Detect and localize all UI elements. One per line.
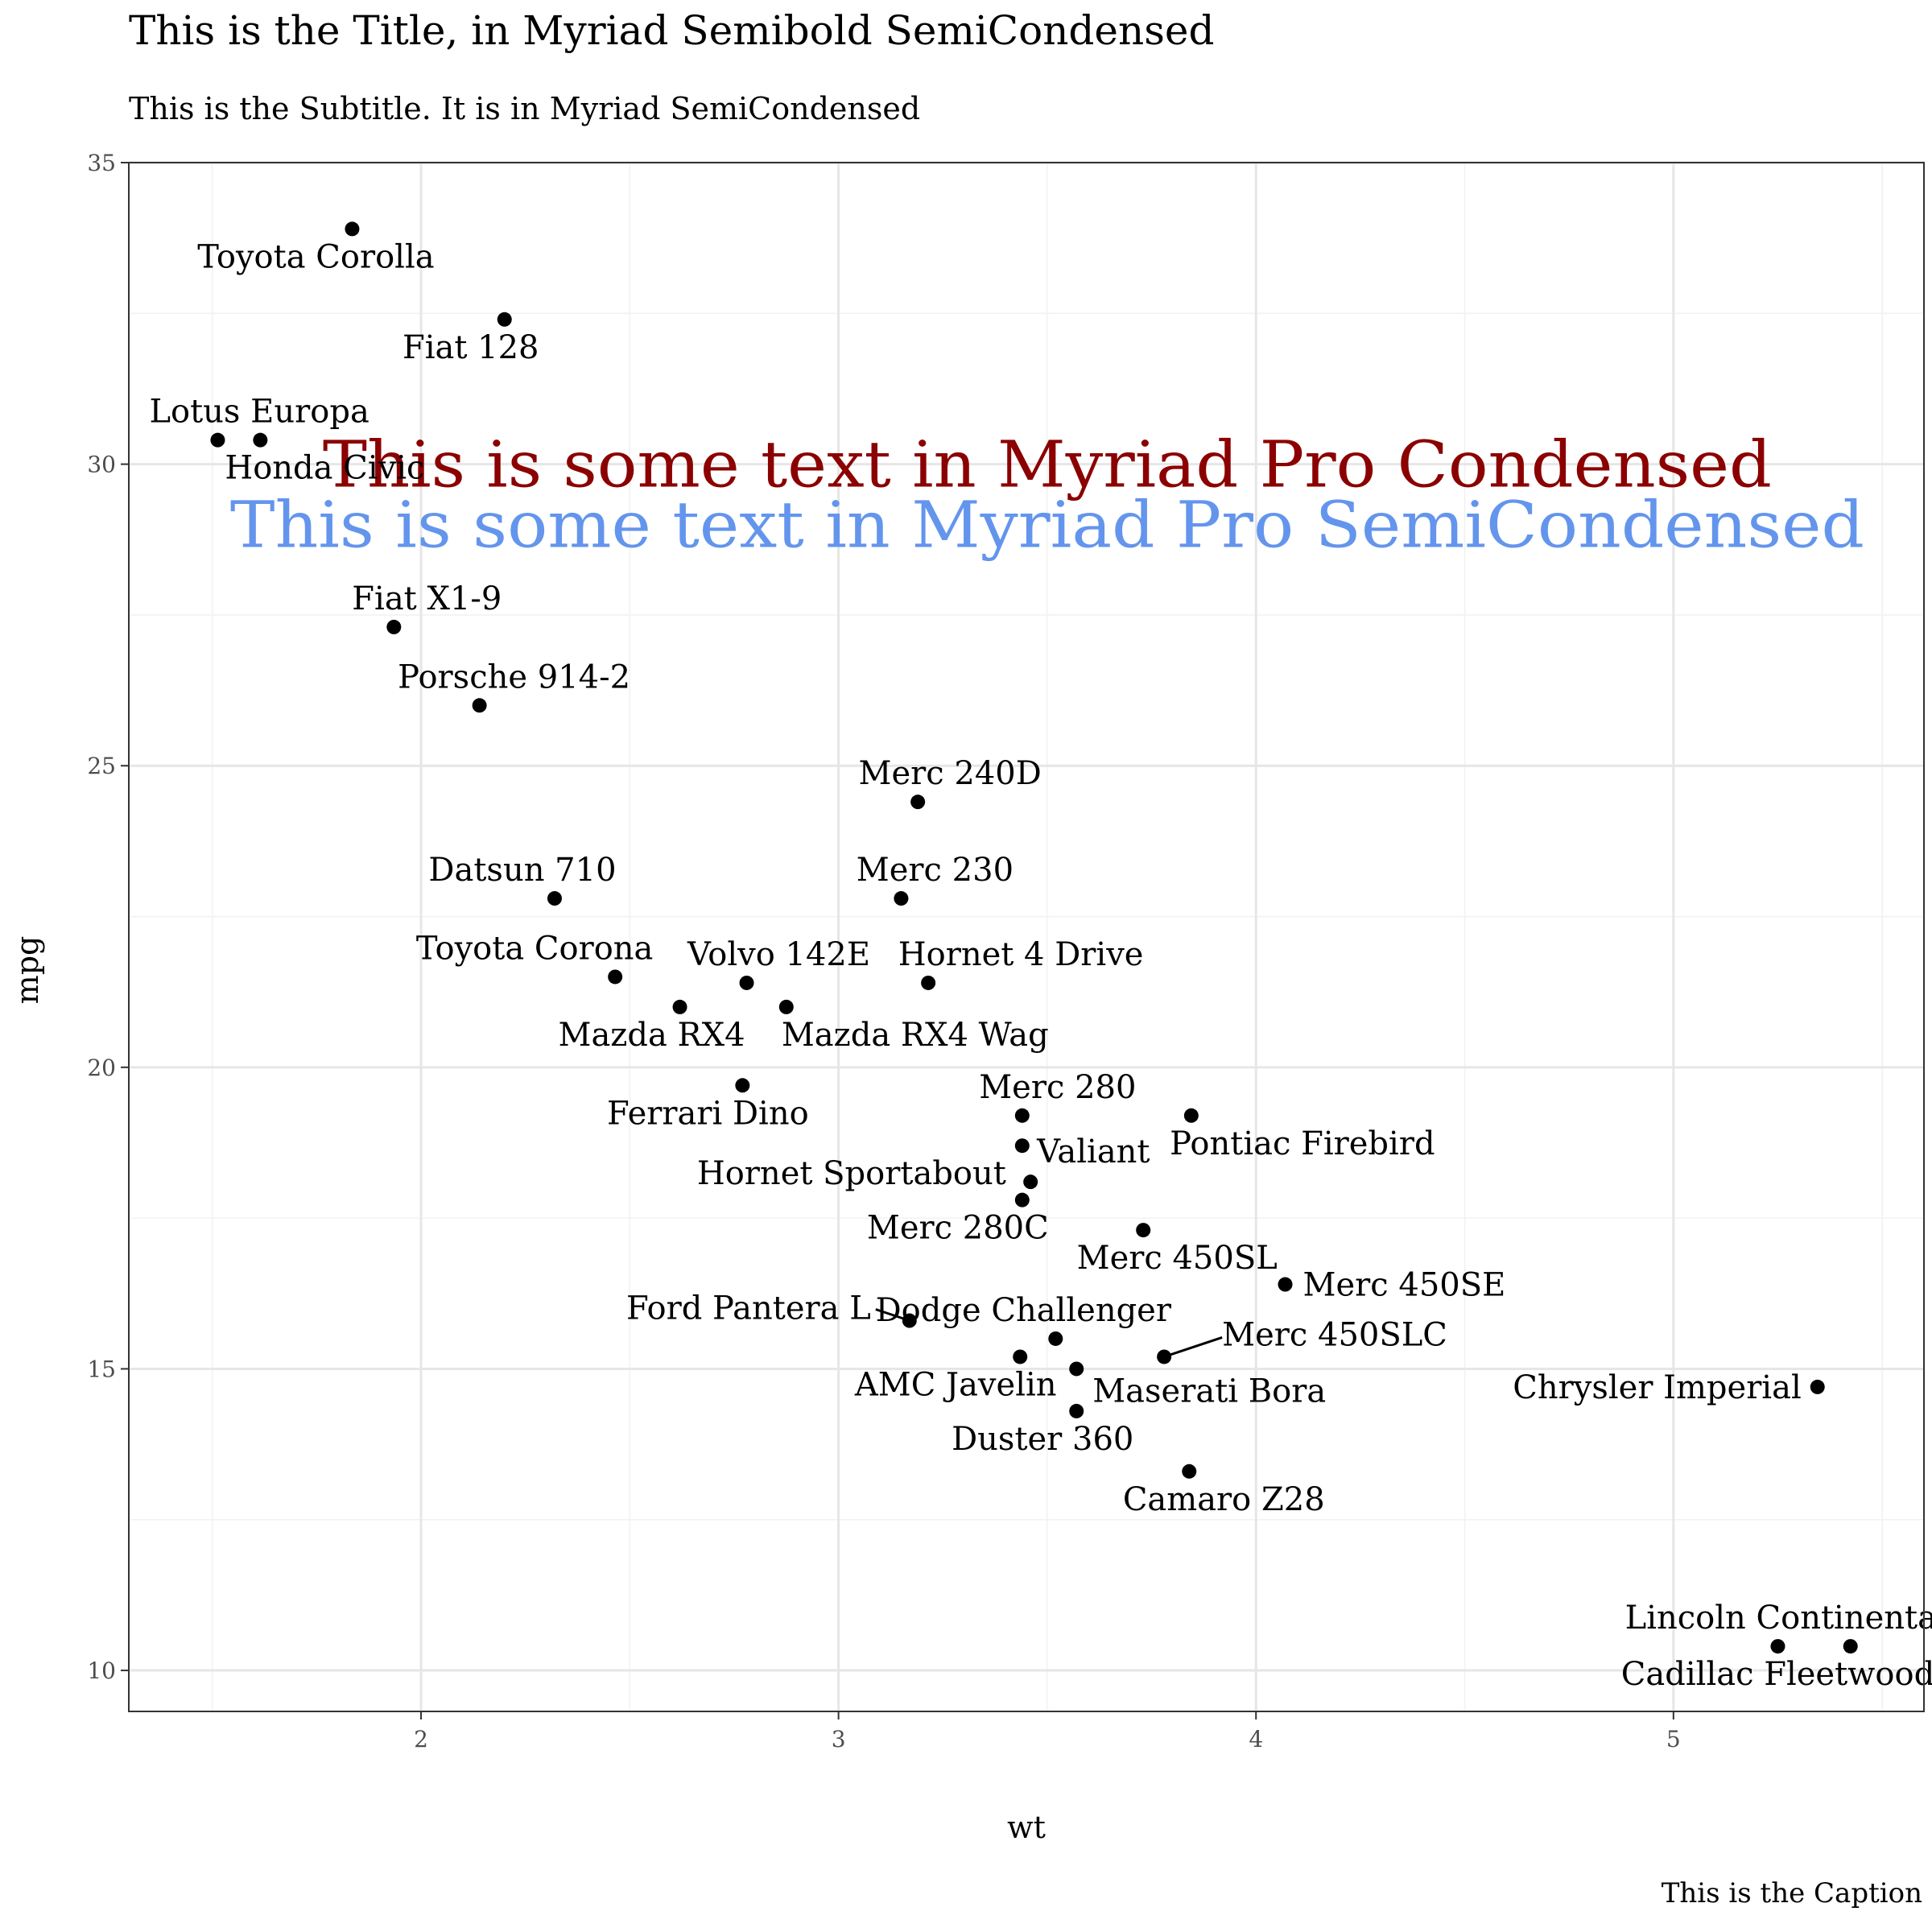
- point-label: Lotus Europa: [149, 394, 369, 431]
- point-label: Merc 280: [979, 1069, 1136, 1106]
- data-point: [778, 999, 794, 1014]
- x-tick-label: 3: [832, 1726, 846, 1752]
- data-point: [1014, 1108, 1030, 1123]
- data-point: [1843, 1639, 1858, 1654]
- data-point: [910, 795, 926, 810]
- point-label: Volvo 142E: [687, 936, 870, 973]
- data-point: [921, 975, 936, 990]
- point-label: Merc 450SL: [1077, 1240, 1278, 1277]
- y-tick-label: 15: [87, 1356, 116, 1382]
- point-label: Maserati Bora: [1092, 1373, 1326, 1410]
- point-label: Chrysler Imperial: [1513, 1369, 1801, 1406]
- point-label: Fiat X1-9: [352, 580, 502, 617]
- point-label: Dodge Challenger: [876, 1292, 1172, 1329]
- point-label: Lincoln Continental: [1625, 1600, 1932, 1637]
- x-tick-label: 5: [1666, 1726, 1681, 1752]
- y-tick-label: 25: [87, 753, 116, 779]
- data-point: [1069, 1361, 1084, 1377]
- data-point: [253, 432, 268, 448]
- point-label: AMC Javelin: [854, 1366, 1057, 1403]
- data-point: [386, 619, 402, 634]
- plot-panel-border: [128, 162, 1925, 1712]
- annotation-text: This is some text in Myriad Pro SemiCond…: [230, 488, 1864, 563]
- data-point: [672, 999, 687, 1014]
- data-point: [497, 312, 512, 327]
- y-tick-label: 20: [87, 1055, 116, 1081]
- data-point: [1182, 1463, 1197, 1479]
- label-leader-line: [875, 1308, 910, 1322]
- data-point: [472, 698, 487, 713]
- point-label: Cadillac Fleetwood: [1621, 1656, 1932, 1693]
- data-point: [608, 969, 623, 985]
- point-label: Mazda RX4 Wag: [782, 1017, 1049, 1054]
- annotation-text: This is some text in Myriad Pro Condense…: [323, 427, 1772, 502]
- point-label: Ford Pantera L: [626, 1290, 871, 1327]
- point-label: Mazda RX4: [559, 1017, 745, 1054]
- point-label: Toyota Corolla: [197, 238, 434, 275]
- data-point: [894, 891, 909, 906]
- point-label: Ferrari Dino: [607, 1095, 809, 1132]
- data-point: [1013, 1349, 1028, 1364]
- data-point: [1183, 1108, 1199, 1123]
- point-label: Merc 240D: [859, 755, 1042, 792]
- point-label: Hornet Sportabout: [697, 1155, 1006, 1192]
- x-tick-label: 4: [1249, 1726, 1263, 1752]
- point-label: Merc 230: [857, 852, 1013, 889]
- point-label: Camaro Z28: [1123, 1481, 1325, 1518]
- y-tick-label: 30: [87, 452, 116, 478]
- data-point: [1048, 1331, 1063, 1346]
- point-label: Honda Civic: [225, 450, 424, 487]
- data-point: [210, 432, 225, 448]
- chart-title: This is the Title, in Myriad Semibold Se…: [129, 7, 1214, 54]
- point-label: Merc 450SLC: [1222, 1316, 1447, 1353]
- point-label: Fiat 128: [402, 329, 539, 366]
- point-label: Porsche 914-2: [398, 658, 630, 696]
- data-point: [345, 221, 360, 237]
- data-point: [547, 891, 562, 906]
- y-tick-label: 35: [87, 150, 116, 176]
- point-label: Hornet 4 Drive: [898, 936, 1144, 973]
- data-point: [1770, 1639, 1785, 1654]
- data-point: [1023, 1174, 1038, 1190]
- x-tick-label: 2: [414, 1726, 428, 1752]
- data-point: [735, 1078, 750, 1093]
- chart-caption: This is the Caption: [1662, 1877, 1922, 1909]
- data-point: [1014, 1138, 1030, 1154]
- annotation-layer: This is some text in Myriad Pro Condense…: [230, 427, 1864, 563]
- data-point: [739, 975, 754, 990]
- y-tick-label: 10: [87, 1657, 116, 1684]
- point-label: Pontiac Firebird: [1170, 1125, 1435, 1162]
- y-axis-title: mpg: [10, 936, 45, 1005]
- label-layer: Mazda RX4 Mazda RX4 Wag Datsun 710 Hornet 4…: [149, 238, 1932, 1693]
- data-point: [1069, 1403, 1084, 1418]
- x-axis-title: wt: [1007, 1810, 1046, 1845]
- point-label: Merc 450SE: [1303, 1267, 1506, 1304]
- point-label: Toyota Corona: [416, 930, 653, 967]
- axis-layer: 2 3 4 5 10 15 20 25 30 35: [87, 150, 1680, 1752]
- point-label: Duster 360: [952, 1421, 1133, 1458]
- grid-layer: [129, 161, 1924, 1711]
- data-point: [1278, 1277, 1293, 1292]
- label-leader-line: [1163, 1336, 1223, 1358]
- chart-subtitle: This is the Subtitle. It is in Myriad Se…: [129, 91, 920, 126]
- data-point: [1136, 1223, 1151, 1238]
- point-label: Datsun 710: [428, 852, 616, 889]
- point-label: Merc 280C: [867, 1210, 1049, 1247]
- data-point: [1810, 1379, 1825, 1394]
- point-label: Valiant: [1036, 1133, 1150, 1170]
- data-point: [1014, 1192, 1030, 1208]
